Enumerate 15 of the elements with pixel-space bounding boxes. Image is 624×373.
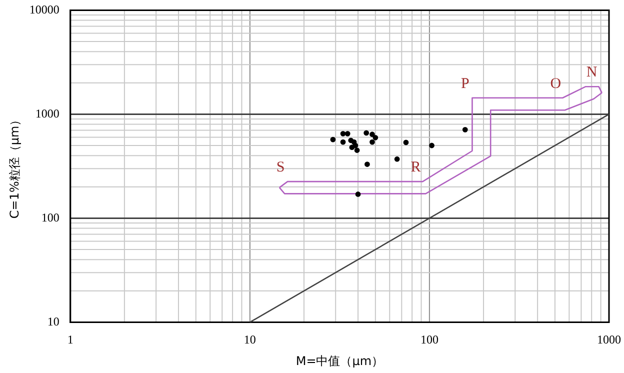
annotation: N <box>586 64 598 81</box>
annotation: O <box>550 76 562 92</box>
annotation: S <box>276 160 285 176</box>
y-axis-title: C=1%粒径（μm） <box>7 114 22 219</box>
x-axis-title: M=中值（μm） <box>296 354 384 368</box>
y-tick-label: 100 <box>41 210 60 224</box>
y-tick-label: 10 <box>47 314 60 328</box>
x-tick-label: 10 <box>244 332 256 347</box>
annotation: R <box>410 160 421 176</box>
annotation: P <box>461 76 470 92</box>
x-tick-label: 1000 <box>597 332 621 347</box>
x-tick-label: 1 <box>67 332 74 347</box>
y-tick-label: 1000 <box>35 106 60 120</box>
y-tick-label: 10000 <box>29 2 60 16</box>
x-tick-label: 100 <box>420 332 438 347</box>
